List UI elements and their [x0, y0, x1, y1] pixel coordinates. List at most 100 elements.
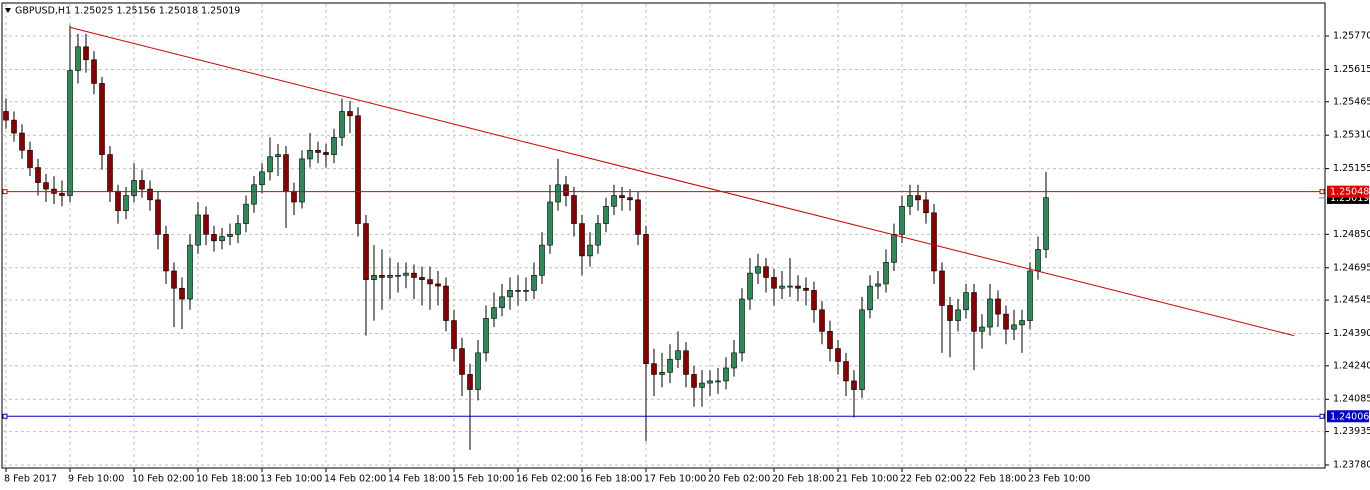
candle-body	[283, 154, 289, 192]
candle-body	[1019, 320, 1025, 326]
y-tick-label: 1.25770	[1333, 31, 1370, 42]
candle-body	[59, 193, 65, 196]
candle-body	[419, 277, 425, 280]
candle-body	[963, 292, 969, 311]
candle-body	[291, 190, 297, 203]
trendline	[69, 26, 1295, 337]
candle-body	[891, 234, 897, 263]
x-tick-label: 20 Feb 02:00	[708, 474, 770, 485]
candle-body	[739, 298, 745, 354]
x-tick-label: 23 Feb 10:00	[1028, 474, 1090, 485]
candle-body	[619, 195, 625, 199]
line-handle	[2, 413, 8, 419]
candle-body	[83, 46, 89, 61]
candle-body	[947, 305, 953, 321]
candle-body	[195, 214, 201, 246]
y-tick-label: 1.25155	[1333, 163, 1370, 174]
candle-body	[507, 290, 513, 298]
candle-body	[699, 382, 705, 388]
x-tick-label: 15 Feb 10:00	[452, 474, 514, 485]
candle-body	[483, 318, 489, 354]
x-tick-label: 20 Feb 18:00	[772, 474, 834, 485]
candle-body	[107, 154, 113, 192]
candle-body	[915, 195, 921, 201]
candle-body	[219, 236, 225, 242]
candle-body	[75, 46, 81, 71]
line-handle	[1319, 413, 1325, 419]
candle-body	[875, 283, 881, 287]
line-price-box	[1327, 410, 1369, 423]
candle-body	[763, 266, 769, 278]
candle-body	[603, 206, 609, 224]
candle-body	[91, 59, 97, 84]
candle-body	[147, 188, 153, 201]
candle-body	[27, 149, 33, 168]
line-handle	[1319, 189, 1325, 195]
candle-body	[395, 274, 401, 277]
chart-title: GBPUSD,H1 1.25025 1.25156 1.25018 1.2501…	[15, 6, 240, 17]
x-tick-label: 21 Feb 10:00	[836, 474, 898, 485]
candle-body	[667, 359, 673, 373]
candle-body	[131, 180, 137, 196]
candle-body	[883, 262, 889, 285]
candle-body	[363, 223, 369, 280]
candle-body	[835, 348, 841, 362]
line-price-box	[1327, 185, 1369, 198]
x-tick-label: 16 Feb 18:00	[580, 474, 642, 485]
candle-body	[179, 287, 185, 300]
candle-body	[1035, 249, 1041, 272]
candle-body	[979, 326, 985, 332]
y-tick-label: 1.24695	[1333, 262, 1370, 273]
line-price-label: 1.25048	[1330, 187, 1369, 198]
candle-body	[731, 352, 737, 369]
candle-body	[955, 309, 961, 321]
candle-body	[683, 350, 689, 375]
x-tick-label: 22 Feb 02:00	[900, 474, 962, 485]
candle-body	[243, 203, 249, 224]
candle-body	[323, 152, 329, 155]
line-price-label: 1.24006	[1330, 411, 1369, 422]
candle-body	[403, 272, 409, 276]
candle-body	[611, 195, 617, 207]
y-tick-label: 1.25310	[1333, 130, 1370, 141]
candle-body	[659, 371, 665, 375]
x-tick-label: 13 Feb 10:00	[260, 474, 322, 485]
candle-body	[459, 348, 465, 375]
candle-body	[931, 212, 937, 272]
candle-body	[595, 223, 601, 246]
candle-body	[67, 70, 73, 196]
candle-body	[579, 223, 585, 257]
candle-body	[923, 199, 929, 214]
candle-body	[1011, 324, 1017, 330]
candle-body	[411, 272, 417, 278]
x-tick-label: 10 Feb 18:00	[196, 474, 258, 485]
candle-body	[35, 167, 41, 183]
candle-body	[971, 292, 977, 332]
candle-body	[275, 154, 281, 158]
candle-body	[707, 380, 713, 384]
bid-price-label: 1.25019	[1330, 193, 1369, 204]
y-tick-label: 1.24085	[1333, 394, 1370, 405]
candle-body	[467, 374, 473, 390]
candle-body	[235, 223, 241, 235]
candle-body	[259, 171, 265, 186]
y-tick-label: 1.23935	[1333, 426, 1370, 437]
x-tick-label: 14 Feb 18:00	[388, 474, 450, 485]
candle-body	[1003, 313, 1009, 330]
candle-body	[371, 274, 377, 280]
candle-body	[787, 285, 793, 288]
candle-body	[251, 184, 257, 205]
candle-body	[747, 272, 753, 300]
candle-body	[715, 380, 721, 383]
candle-body	[299, 158, 305, 203]
candle-body	[139, 180, 145, 190]
y-tick-label: 1.24240	[1333, 360, 1370, 371]
candle-body	[379, 274, 385, 278]
candle-body	[171, 270, 177, 289]
candle-body	[123, 195, 129, 211]
candle-body	[331, 137, 337, 155]
candle-body	[307, 149, 313, 160]
candle-body	[267, 156, 273, 173]
candle-body	[211, 234, 217, 242]
